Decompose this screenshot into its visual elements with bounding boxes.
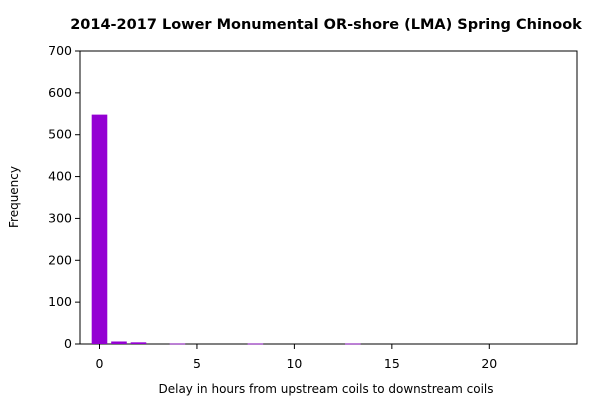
bars-group (91, 114, 361, 345)
y-tick-label: 400 (48, 169, 72, 184)
x-tick-label: 0 (96, 356, 104, 371)
histogram-bar (130, 342, 147, 344)
y-axis-ticks: 0 100 200 300 400 500 600 700 (48, 43, 80, 351)
x-tick-label: 5 (193, 356, 201, 371)
histogram-bar (345, 343, 361, 345)
chart-title: 2014-2017 Lower Monumental OR-shore (LMA… (70, 17, 582, 33)
histogram-bar (91, 114, 108, 344)
y-tick-label: 200 (48, 252, 72, 267)
x-tick-label: 20 (481, 356, 497, 371)
x-tick-label: 10 (286, 356, 302, 371)
y-tick-label: 100 (48, 294, 72, 309)
y-tick-label: 500 (48, 127, 72, 142)
histogram-bar (169, 343, 186, 345)
y-axis-label: Frequency (7, 166, 21, 228)
histogram-bar (247, 343, 264, 345)
x-tick-label: 15 (384, 356, 400, 371)
x-axis-ticks: 0 5 10 15 20 (96, 344, 497, 371)
y-tick-label: 600 (48, 85, 72, 100)
histogram-bar (111, 341, 127, 344)
y-tick-label: 300 (48, 210, 72, 225)
y-tick-label: 700 (48, 43, 72, 58)
plot-area-frame (79, 50, 578, 345)
y-tick-label: 0 (64, 336, 72, 351)
x-axis-label: Delay in hours from upstream coils to do… (158, 382, 493, 396)
